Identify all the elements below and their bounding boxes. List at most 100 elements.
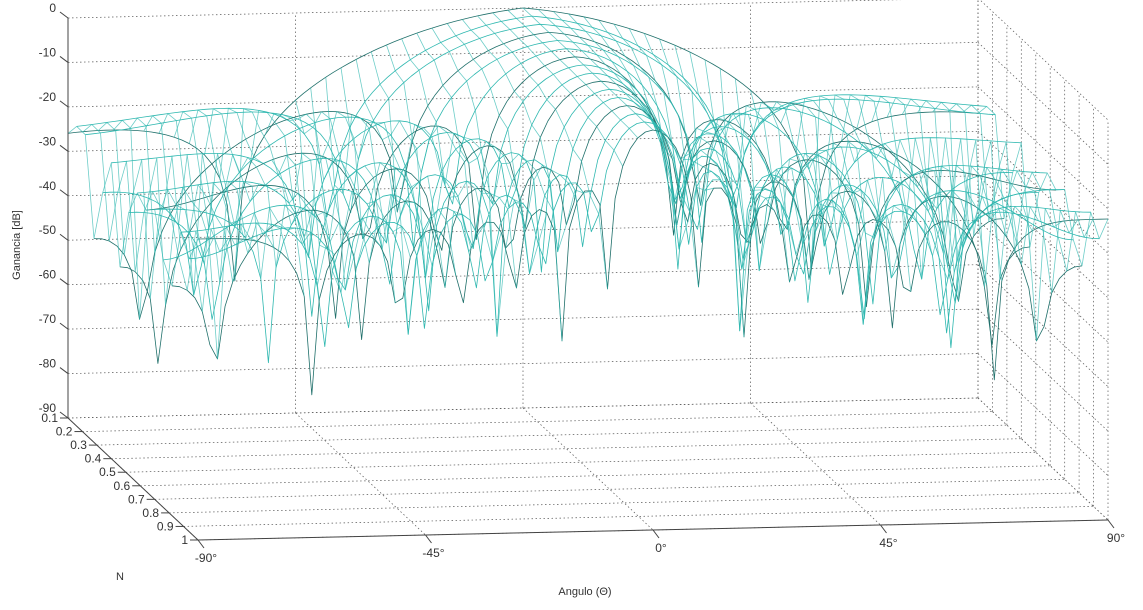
tick-labels: 0 -10 -20 -30 -40 -50 -60 -70 -80 -900.10.20.30.4… — [39, 1, 1126, 565]
surface-column-curve — [355, 59, 487, 279]
surface-column-curve — [977, 106, 1109, 267]
surface-column-curve — [916, 100, 1048, 265]
surface-column-curve — [492, 12, 624, 167]
surface-column-curve — [234, 108, 366, 281]
n-tick-label: 0.5 — [99, 465, 116, 479]
angle-tick-label: -45° — [422, 546, 444, 560]
z-tick-label: -70 — [39, 312, 57, 326]
surface-column-curve — [158, 113, 290, 296]
surface-column-curve — [219, 107, 351, 294]
surface-column-curve — [431, 27, 563, 342]
grid-line-floor-theta — [522, 407, 654, 531]
surface-column-curve — [962, 104, 1094, 272]
z-tick-label: -20 — [39, 90, 57, 104]
z-tick-label: -50 — [39, 223, 57, 237]
surface-row-curve — [102, 40, 1013, 296]
angle-tick — [1107, 519, 1115, 529]
grid-line-side-z — [977, 42, 1109, 165]
surface-column-curve — [113, 119, 244, 360]
z-tick-label: -80 — [39, 357, 57, 371]
surface-column-curve — [264, 113, 396, 303]
z-tick — [59, 233, 69, 241]
z-tick — [59, 322, 69, 330]
surface-column-curve — [583, 16, 714, 250]
surface-column-curve — [643, 33, 775, 332]
angle-tick — [652, 529, 660, 539]
n-tick-label: 0.2 — [56, 425, 73, 439]
angle-tick-label: 0° — [655, 541, 667, 555]
z-tick — [59, 100, 69, 108]
surface-column-curve — [446, 23, 578, 229]
angle-tick — [425, 534, 432, 544]
grid-line-side-z — [977, 308, 1109, 432]
surface-column-curve — [932, 101, 1063, 342]
surface-column-curve — [613, 23, 745, 338]
surface-column-curve — [810, 95, 942, 269]
n-tick-label: 0.8 — [142, 506, 159, 520]
surface-column-curve — [689, 51, 821, 272]
n-tick-label: 0.6 — [114, 479, 131, 493]
surface-column-curve — [204, 108, 335, 287]
grid-line-floor-theta — [295, 412, 426, 536]
n-tick-label: 0.1 — [41, 411, 58, 425]
grid-line-side-z — [977, 353, 1109, 476]
surface-column-curve — [401, 38, 533, 337]
grid-line-floor-n — [96, 424, 1007, 446]
surface-column-curve — [477, 15, 608, 290]
surface-column-curve — [461, 19, 593, 253]
grid-line-side-z — [977, 86, 1109, 210]
surface-column-curve — [795, 98, 927, 279]
surface-column-curve — [143, 115, 275, 265]
n-tick-label: 0.7 — [128, 492, 145, 506]
z-tick — [59, 278, 69, 286]
surface-column-curve — [628, 28, 760, 270]
surface-column-curve — [173, 111, 305, 297]
surface-column-curve — [295, 100, 426, 335]
grid-line-floor-n — [125, 451, 1036, 473]
surface-column-curve — [310, 87, 442, 266]
n-axis-label: N — [116, 571, 124, 583]
surface-column-curve — [340, 67, 472, 288]
z-tick — [59, 411, 69, 419]
surface-row-curve — [154, 88, 1065, 364]
n-tick-label: 0.9 — [157, 519, 174, 533]
surface-row-curve — [137, 72, 1048, 317]
grid-line-side-z — [977, 219, 1109, 343]
surface-column-curve — [719, 68, 851, 267]
angle-tick — [880, 524, 887, 534]
grid-line-floor-n — [111, 438, 1022, 460]
grid-line-floor-theta — [977, 397, 1109, 521]
grid-line-floor-theta — [750, 402, 881, 526]
surface-mesh — [67, 7, 1109, 396]
grid-line-side-z — [977, 264, 1109, 387]
z-tick-label: -10 — [39, 45, 57, 59]
surface-column-curve — [507, 9, 639, 139]
surface-column-curve — [522, 7, 654, 131]
surface-column-curve — [416, 32, 548, 274]
surface-column-curve — [598, 19, 730, 226]
n-tick-label: 0.4 — [85, 452, 102, 466]
n-axis-line — [67, 417, 199, 541]
surface-column-curve — [841, 94, 972, 273]
z-tick-label: -60 — [39, 268, 57, 282]
surface-column-curve — [67, 126, 199, 287]
z-tick — [59, 367, 69, 374]
surface-column-curve — [188, 109, 320, 300]
surface-column-curve — [98, 122, 229, 313]
grid-line-floor-n — [140, 465, 1051, 487]
surface-column-curve — [659, 38, 790, 283]
grid-line-floor-n — [154, 478, 1065, 500]
surface-column-curve — [947, 103, 1079, 294]
surface-column-curve — [734, 78, 866, 257]
grid-line-floor-n — [82, 411, 993, 432]
grid-line-floor-n — [169, 492, 1080, 514]
grid-line-side-z — [979, 0, 1109, 121]
z-tick-label: -30 — [39, 134, 57, 148]
surface-column-curve — [704, 59, 836, 280]
z-tick — [59, 144, 69, 152]
surface-column-curve — [765, 103, 897, 247]
z-axis-label: Ganancia [dB] — [11, 210, 23, 280]
z-tick-label: -40 — [39, 179, 57, 193]
z-tick-label: 0 — [49, 1, 56, 15]
